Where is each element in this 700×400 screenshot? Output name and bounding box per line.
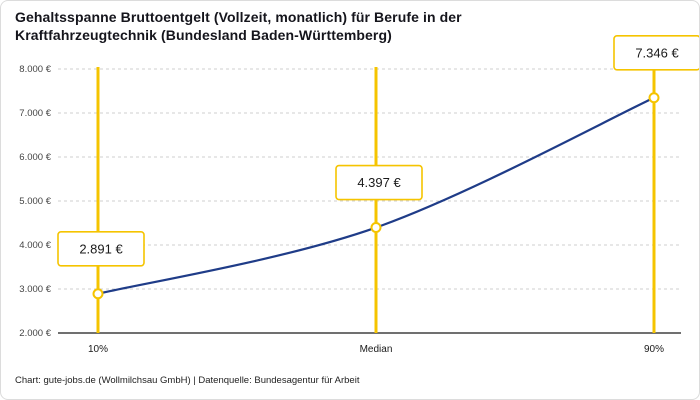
x-tick-label: 90% xyxy=(644,344,664,355)
data-point-marker xyxy=(648,92,660,104)
value-callout-label: 4.397 € xyxy=(357,175,401,190)
data-point-marker xyxy=(92,288,104,300)
y-tick-label: 6.000 € xyxy=(19,152,51,163)
x-tick-label: Median xyxy=(360,344,393,355)
value-callout-label: 7.346 € xyxy=(635,45,679,60)
y-tick-label: 8.000 € xyxy=(19,64,51,75)
y-tick-label: 4.000 € xyxy=(19,240,51,251)
value-callout-box xyxy=(57,230,145,267)
data-point-marker xyxy=(370,222,382,234)
value-callout-box xyxy=(613,34,699,71)
x-tick-label: 10% xyxy=(88,344,108,355)
y-tick-label: 7.000 € xyxy=(19,108,51,119)
y-tick-label: 5.000 € xyxy=(19,196,51,207)
chart-title: Gehaltsspanne Bruttoentgelt (Vollzeit, m… xyxy=(15,9,462,43)
chart-footer: Chart: gute-jobs.de (Wollmilchsau GmbH) … xyxy=(15,375,360,386)
y-tick-label: 3.000 € xyxy=(19,284,51,295)
value-callout-label: 2.891 € xyxy=(79,241,123,256)
value-callout-box xyxy=(335,164,423,201)
y-tick-label: 2.000 € xyxy=(19,328,51,339)
